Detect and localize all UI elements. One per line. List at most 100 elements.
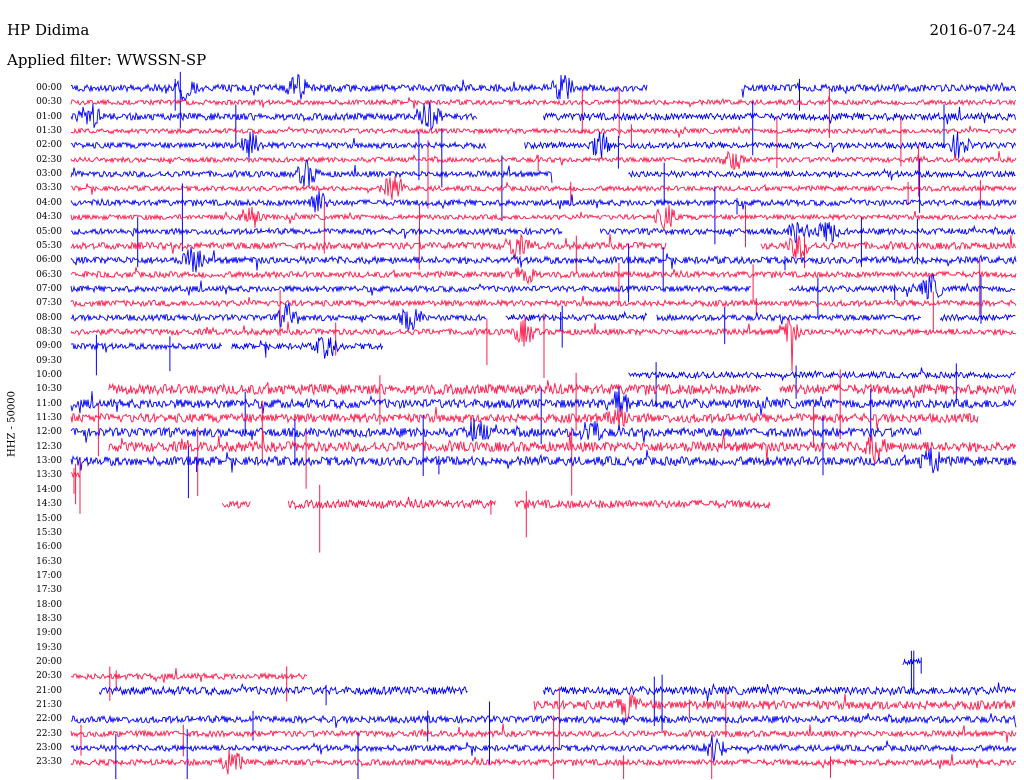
hour-label: 21:30 bbox=[36, 700, 62, 711]
seismic-trace bbox=[628, 367, 1016, 382]
hour-label: 10:30 bbox=[36, 384, 62, 395]
hour-label: 17:30 bbox=[36, 585, 62, 596]
hour-label: 16:30 bbox=[36, 556, 62, 567]
seismic-trace bbox=[599, 221, 1016, 245]
seismic-trace bbox=[779, 383, 1017, 399]
hour-label: 04:30 bbox=[36, 212, 62, 223]
seismic-trace bbox=[108, 429, 1017, 464]
hour-label: 01:00 bbox=[36, 111, 62, 122]
hour-label: 17:00 bbox=[36, 570, 62, 581]
seismic-trace bbox=[70, 734, 1017, 762]
hour-label: 08:30 bbox=[36, 326, 62, 337]
seismic-trace bbox=[70, 131, 487, 160]
hour-label: 06:00 bbox=[36, 255, 62, 266]
hour-label: 13:30 bbox=[36, 470, 62, 481]
hour-label: 04:00 bbox=[36, 197, 62, 208]
seismic-trace bbox=[70, 158, 553, 188]
seismic-trace bbox=[108, 380, 762, 397]
seismic-trace bbox=[70, 176, 1017, 200]
hour-label: 19:00 bbox=[36, 628, 62, 639]
seismic-trace bbox=[70, 150, 1017, 170]
seismic-trace bbox=[70, 267, 1017, 285]
seismic-trace bbox=[656, 312, 921, 325]
hour-label: 07:00 bbox=[36, 283, 62, 294]
seismic-trace bbox=[760, 235, 1017, 260]
seismic-trace bbox=[98, 682, 468, 697]
hour-label: 18:30 bbox=[36, 613, 62, 624]
hour-label: 13:00 bbox=[36, 456, 62, 467]
seismic-trace bbox=[231, 336, 384, 359]
seismic-trace bbox=[70, 418, 922, 443]
hour-label: 05:30 bbox=[36, 240, 62, 251]
hour-label: 00:30 bbox=[36, 97, 62, 108]
seismic-trace bbox=[524, 131, 1017, 159]
hour-labels: 00:00 00:30 01:00 01:30 02:00 02:30 03:00 03:30… bbox=[0, 0, 70, 780]
seismic-trace bbox=[70, 447, 1017, 474]
hour-label: 02:30 bbox=[36, 154, 62, 165]
seismic-trace bbox=[287, 496, 496, 511]
seismic-trace bbox=[70, 387, 1017, 416]
hour-label: 12:30 bbox=[36, 441, 62, 452]
hour-label: 22:00 bbox=[36, 714, 62, 725]
seismic-trace bbox=[70, 226, 563, 239]
hour-label: 09:30 bbox=[36, 355, 62, 366]
hour-label: 12:00 bbox=[36, 427, 62, 438]
hour-label: 21:00 bbox=[36, 685, 62, 696]
filter-name: WWSSN-SP bbox=[116, 51, 207, 69]
seismic-trace bbox=[70, 246, 1017, 273]
hour-label: 03:00 bbox=[36, 169, 62, 180]
hour-label: 10:00 bbox=[36, 370, 62, 380]
seismic-trace bbox=[505, 310, 648, 323]
seismic-trace bbox=[70, 667, 308, 683]
seismic-trace bbox=[788, 273, 1016, 300]
seismic-trace bbox=[70, 723, 1017, 743]
seismic-trace bbox=[70, 302, 487, 332]
seismic-trace bbox=[70, 190, 1017, 213]
seismic-trace bbox=[543, 682, 1016, 702]
seismic-trace bbox=[70, 749, 1017, 775]
seismic-trace bbox=[533, 693, 1016, 722]
hour-label: 14:00 bbox=[36, 484, 62, 495]
hour-label: 20:30 bbox=[36, 671, 62, 682]
seismic-trace bbox=[70, 73, 648, 102]
seismic-trace bbox=[70, 204, 1017, 231]
hour-label: 15:30 bbox=[36, 527, 62, 538]
hour-label: 23:00 bbox=[36, 743, 62, 754]
seismic-trace bbox=[70, 406, 979, 430]
seismic-trace bbox=[543, 106, 1016, 125]
hour-label: 14:30 bbox=[36, 499, 62, 510]
seismic-trace bbox=[70, 125, 1017, 138]
seismic-trace bbox=[741, 81, 1017, 98]
hour-label: 19:30 bbox=[36, 642, 62, 653]
hour-label: 01:30 bbox=[36, 126, 62, 137]
hour-label: 05:00 bbox=[36, 226, 62, 237]
seismic-trace bbox=[628, 167, 1016, 181]
hour-label: 15:00 bbox=[36, 513, 62, 524]
hour-label: 18:00 bbox=[36, 599, 62, 610]
filter-line: Applied filter: WWSSN-SP bbox=[7, 50, 206, 70]
station-title: HP Didima bbox=[7, 21, 90, 39]
hour-label: 09:00 bbox=[36, 341, 62, 352]
hour-label: 11:00 bbox=[36, 398, 62, 409]
hour-label: 23:30 bbox=[36, 757, 62, 768]
hour-label: 08:00 bbox=[36, 312, 62, 323]
hour-label: 06:30 bbox=[36, 269, 62, 280]
seismic-trace bbox=[514, 498, 771, 510]
seismic-trace bbox=[70, 101, 478, 131]
hour-label: 20:00 bbox=[36, 657, 62, 667]
seismic-trace bbox=[939, 313, 1016, 323]
seismic-trace bbox=[70, 95, 1017, 109]
hour-label: 00:00 bbox=[36, 83, 62, 93]
seismic-trace bbox=[70, 233, 667, 261]
seismic-trace bbox=[221, 500, 251, 510]
hour-label: 11:30 bbox=[36, 413, 62, 424]
hour-label: 07:30 bbox=[36, 298, 62, 309]
seismic-trace bbox=[70, 713, 1017, 728]
hour-label: 16:00 bbox=[36, 542, 62, 553]
seismic-trace bbox=[70, 295, 1017, 308]
hour-label: 03:30 bbox=[36, 183, 62, 194]
seismic-trace bbox=[70, 280, 752, 296]
filter-prefix: Applied filter: bbox=[7, 51, 112, 69]
hour-label: 22:30 bbox=[36, 728, 62, 739]
